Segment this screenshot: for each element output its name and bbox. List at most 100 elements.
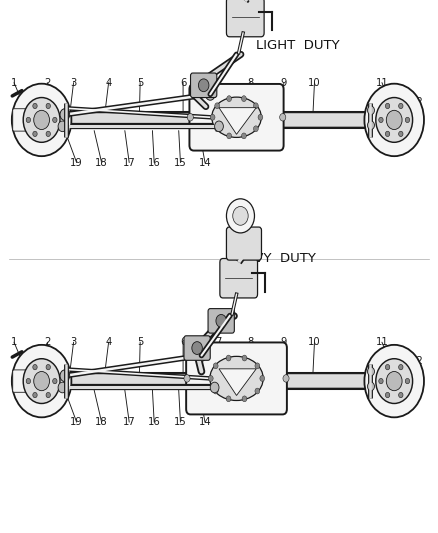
Text: 4: 4 [106, 337, 112, 347]
Text: 18: 18 [95, 417, 108, 427]
Circle shape [258, 114, 263, 120]
Circle shape [33, 103, 37, 109]
Text: 11: 11 [375, 78, 389, 87]
Circle shape [283, 375, 289, 382]
Circle shape [215, 126, 219, 132]
Circle shape [60, 370, 70, 382]
Text: 6: 6 [180, 337, 186, 347]
Ellipse shape [392, 138, 405, 150]
Polygon shape [219, 108, 256, 134]
Text: 19: 19 [70, 158, 83, 167]
Ellipse shape [392, 399, 405, 411]
Circle shape [26, 117, 31, 123]
Text: LIGHT  DUTY: LIGHT DUTY [256, 39, 339, 52]
Text: 8: 8 [247, 337, 254, 347]
FancyBboxPatch shape [226, 0, 264, 37]
Circle shape [399, 365, 403, 370]
Text: 5: 5 [137, 337, 143, 347]
Text: 10: 10 [308, 337, 321, 347]
Circle shape [46, 131, 50, 136]
Circle shape [213, 388, 218, 394]
Circle shape [399, 103, 403, 109]
Circle shape [197, 350, 206, 361]
Ellipse shape [212, 97, 261, 138]
Circle shape [233, 206, 248, 225]
Circle shape [376, 98, 413, 142]
Circle shape [260, 375, 265, 382]
Text: 6: 6 [180, 78, 186, 87]
FancyBboxPatch shape [191, 73, 217, 98]
Circle shape [241, 133, 246, 139]
Ellipse shape [392, 351, 405, 364]
Circle shape [34, 372, 49, 391]
Circle shape [12, 345, 71, 417]
Circle shape [280, 114, 286, 121]
FancyBboxPatch shape [13, 370, 28, 392]
Text: 15: 15 [174, 158, 187, 167]
Circle shape [58, 121, 67, 132]
Text: 15: 15 [174, 417, 187, 427]
FancyBboxPatch shape [220, 259, 258, 298]
Circle shape [227, 133, 232, 139]
Circle shape [26, 378, 31, 384]
Circle shape [46, 103, 50, 109]
Circle shape [216, 314, 226, 327]
Circle shape [33, 131, 37, 136]
Text: 9: 9 [281, 337, 287, 347]
Circle shape [53, 117, 57, 123]
Circle shape [60, 109, 70, 120]
Circle shape [367, 121, 374, 130]
Circle shape [255, 388, 260, 394]
Circle shape [379, 378, 383, 384]
Circle shape [208, 375, 213, 382]
Text: 2: 2 [44, 78, 50, 87]
Circle shape [33, 392, 37, 398]
Text: 7: 7 [215, 337, 221, 347]
Ellipse shape [210, 357, 263, 400]
Ellipse shape [31, 399, 43, 411]
Circle shape [215, 103, 219, 109]
Circle shape [226, 199, 254, 233]
FancyBboxPatch shape [186, 343, 287, 415]
Circle shape [210, 382, 219, 393]
Circle shape [215, 121, 223, 132]
Circle shape [192, 342, 202, 354]
Circle shape [254, 103, 258, 109]
Ellipse shape [31, 138, 43, 150]
Text: 16: 16 [148, 158, 161, 167]
Circle shape [405, 117, 410, 123]
Circle shape [213, 363, 218, 369]
Text: 10: 10 [308, 78, 321, 87]
Circle shape [255, 363, 260, 369]
Circle shape [405, 378, 410, 384]
Text: 12: 12 [410, 98, 424, 107]
Circle shape [385, 103, 390, 109]
Ellipse shape [392, 90, 405, 102]
Text: 3: 3 [71, 78, 77, 87]
Circle shape [242, 396, 247, 402]
Circle shape [367, 367, 374, 376]
Circle shape [23, 98, 60, 142]
Circle shape [12, 84, 71, 156]
Circle shape [399, 392, 403, 398]
Circle shape [367, 106, 374, 115]
Text: 3: 3 [71, 337, 77, 347]
Circle shape [242, 355, 247, 361]
Circle shape [386, 372, 402, 391]
FancyBboxPatch shape [13, 109, 28, 131]
Text: 19: 19 [70, 417, 83, 427]
Circle shape [364, 345, 424, 417]
Circle shape [364, 84, 424, 156]
Circle shape [187, 114, 194, 121]
Circle shape [399, 131, 403, 136]
Text: 17: 17 [123, 417, 136, 427]
Circle shape [46, 392, 50, 398]
Circle shape [376, 359, 413, 403]
Circle shape [386, 110, 402, 130]
FancyBboxPatch shape [184, 336, 210, 360]
Circle shape [210, 114, 215, 120]
Circle shape [46, 365, 50, 370]
Text: 8: 8 [247, 78, 254, 87]
Circle shape [385, 392, 390, 398]
Text: 11: 11 [375, 337, 389, 347]
